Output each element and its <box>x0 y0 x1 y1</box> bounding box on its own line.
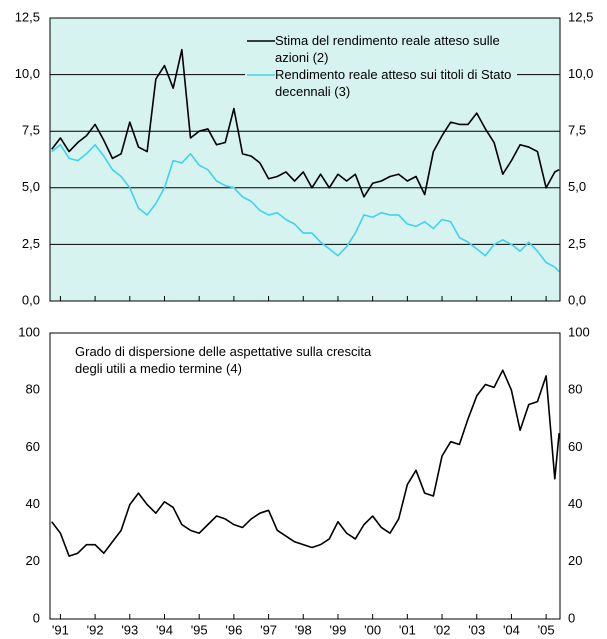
y2-tick-label: 10,0 <box>568 66 593 81</box>
y2-tick-label: 7,5 <box>568 123 586 138</box>
legend-item: Rendimento reale atteso sui titoli di St… <box>245 66 517 100</box>
plot-border <box>49 332 561 620</box>
y-tick-label: 100 <box>18 324 40 339</box>
plot-border <box>49 17 561 302</box>
y2-tick-label: 5,0 <box>568 179 586 194</box>
x-tick-label: '91 <box>52 622 69 637</box>
y-tick-label: 60 <box>26 439 40 454</box>
legend: Stima del rendimento reale atteso sulle … <box>245 32 517 100</box>
series-line <box>51 143 560 273</box>
y2-tick-label: 2,5 <box>568 236 586 251</box>
plot-area <box>50 333 560 619</box>
x-tick-label: '95 <box>191 622 208 637</box>
x-tick-label: '98 <box>295 622 312 637</box>
x-tick-label: '97 <box>260 622 277 637</box>
legend-swatch <box>247 74 275 76</box>
series-line <box>51 369 560 557</box>
x-tick-label: '96 <box>225 622 242 637</box>
legend-label: Stima del rendimento reale atteso sulle … <box>275 33 500 65</box>
y-tick-label: 0 <box>33 610 40 625</box>
x-tick-label: '04 <box>503 622 520 637</box>
x-tick-label: '03 <box>468 622 485 637</box>
legend-label: Rendimento reale atteso sui titoli di St… <box>275 67 512 99</box>
y-tick-label: 20 <box>26 553 40 568</box>
x-tick-label: '92 <box>87 622 104 637</box>
y-tick-label: 40 <box>26 496 40 511</box>
legend: Grado di dispersione delle aspettative s… <box>75 343 375 377</box>
y-tick-label: 2,5 <box>22 236 40 251</box>
y-tick-label: 12,5 <box>15 9 40 24</box>
x-tick-label: '02 <box>434 622 451 637</box>
series-line <box>51 48 560 198</box>
y2-tick-label: 60 <box>568 439 582 454</box>
y2-tick-label: 100 <box>568 324 590 339</box>
legend-swatch <box>247 40 275 42</box>
legend-label: Grado di dispersione delle aspettative s… <box>75 344 372 376</box>
x-tick-label: '99 <box>329 622 346 637</box>
x-tick-label: '00 <box>364 622 381 637</box>
y2-tick-label: 80 <box>568 382 582 397</box>
y-tick-label: 10,0 <box>15 66 40 81</box>
x-tick-label: '94 <box>156 622 173 637</box>
y2-tick-label: 12,5 <box>568 9 593 24</box>
y-tick-label: 5,0 <box>22 179 40 194</box>
legend-item: Grado di dispersione delle aspettative s… <box>75 343 375 377</box>
x-tick-label: '93 <box>121 622 138 637</box>
y-tick-label: 80 <box>26 382 40 397</box>
x-tick-label: '05 <box>538 622 555 637</box>
y-tick-label: 0,0 <box>22 292 40 307</box>
y2-tick-label: 0,0 <box>568 292 586 307</box>
x-tick-label: '01 <box>399 622 416 637</box>
y-tick-label: 7,5 <box>22 123 40 138</box>
y2-tick-label: 40 <box>568 496 582 511</box>
y2-tick-label: 20 <box>568 553 582 568</box>
legend-item: Stima del rendimento reale atteso sulle … <box>245 32 517 66</box>
y2-tick-label: 0 <box>568 610 575 625</box>
